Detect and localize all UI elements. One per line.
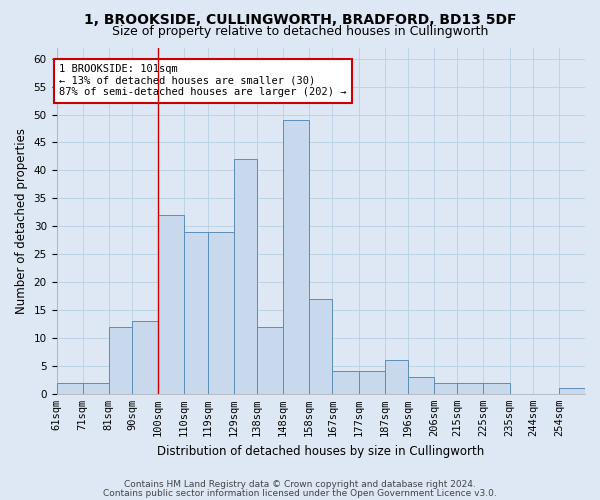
Bar xyxy=(184,232,208,394)
Bar xyxy=(56,382,83,394)
Bar xyxy=(484,382,509,394)
Bar xyxy=(132,321,158,394)
Bar xyxy=(257,327,283,394)
Bar xyxy=(359,372,385,394)
Text: 1 BROOKSIDE: 101sqm
← 13% of detached houses are smaller (30)
87% of semi-detach: 1 BROOKSIDE: 101sqm ← 13% of detached ho… xyxy=(59,64,347,98)
Bar xyxy=(408,377,434,394)
Bar xyxy=(559,388,585,394)
Bar xyxy=(283,120,309,394)
Y-axis label: Number of detached properties: Number of detached properties xyxy=(15,128,28,314)
Text: Contains public sector information licensed under the Open Government Licence v3: Contains public sector information licen… xyxy=(103,488,497,498)
Text: Contains HM Land Registry data © Crown copyright and database right 2024.: Contains HM Land Registry data © Crown c… xyxy=(124,480,476,489)
Bar xyxy=(434,382,457,394)
Bar xyxy=(332,372,359,394)
Bar xyxy=(158,215,184,394)
Bar xyxy=(309,299,332,394)
Bar xyxy=(457,382,484,394)
Text: Size of property relative to detached houses in Cullingworth: Size of property relative to detached ho… xyxy=(112,25,488,38)
Bar xyxy=(109,327,132,394)
Text: 1, BROOKSIDE, CULLINGWORTH, BRADFORD, BD13 5DF: 1, BROOKSIDE, CULLINGWORTH, BRADFORD, BD… xyxy=(84,12,516,26)
Bar xyxy=(385,360,408,394)
X-axis label: Distribution of detached houses by size in Cullingworth: Distribution of detached houses by size … xyxy=(157,444,484,458)
Bar xyxy=(233,159,257,394)
Bar xyxy=(208,232,233,394)
Bar xyxy=(83,382,109,394)
